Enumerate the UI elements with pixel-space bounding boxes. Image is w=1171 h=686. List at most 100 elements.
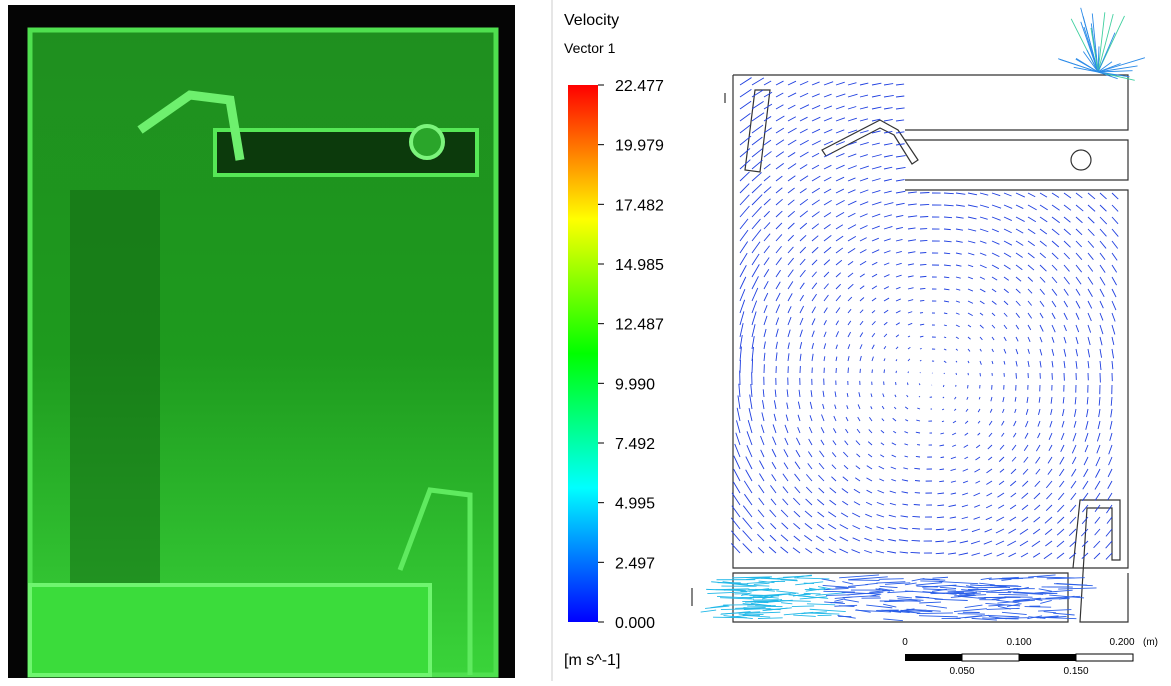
velocity-vector <box>1040 277 1045 282</box>
velocity-vector <box>877 515 884 517</box>
velocity-vector <box>812 117 820 121</box>
velocity-vector <box>772 462 776 469</box>
velocity-vector <box>1072 457 1076 464</box>
velocity-vector <box>830 500 836 505</box>
velocity-vector <box>854 489 860 493</box>
velocity-vector <box>1015 397 1016 402</box>
velocity-vector <box>772 474 776 481</box>
velocity-vector <box>836 284 841 289</box>
velocity-vector <box>1062 421 1064 427</box>
velocity-vector <box>1028 241 1035 246</box>
velocity-vector <box>1004 325 1007 329</box>
velocity-vector <box>787 403 788 409</box>
velocity-vector <box>848 309 851 313</box>
velocity-vector <box>775 390 776 397</box>
velocity-vector <box>795 474 800 481</box>
velocity-vector <box>1088 265 1093 272</box>
velocity-vector <box>776 116 784 121</box>
velocity-vector <box>864 538 872 541</box>
velocity-vector <box>896 156 906 157</box>
velocity-vector <box>965 433 968 435</box>
velocity-vector <box>964 457 968 459</box>
velocity-vector <box>902 492 908 493</box>
velocity-vector <box>1076 205 1083 211</box>
velocity-vector <box>986 469 992 473</box>
velocity-vector <box>872 95 881 97</box>
velocity-vector <box>810 402 812 409</box>
velocity-vector <box>806 474 812 481</box>
velocity-vector <box>795 582 823 585</box>
velocity-vector <box>898 599 924 601</box>
velocity-vector <box>824 272 829 277</box>
velocity-vector <box>740 101 751 109</box>
velocity-vector <box>980 313 983 315</box>
velocity-vector <box>764 199 771 205</box>
velocity-vector <box>848 83 856 85</box>
velocity-vector <box>1039 589 1052 592</box>
velocity-vector <box>747 606 782 607</box>
velocity-vector <box>1040 253 1046 258</box>
velocity-vector <box>990 409 992 413</box>
velocity-vector <box>812 165 819 169</box>
velocity-vector <box>884 155 893 157</box>
velocity-vector <box>1027 397 1028 403</box>
velocity-vector <box>740 265 746 277</box>
velocity-vector <box>836 94 845 97</box>
velocity-vector <box>1039 397 1040 403</box>
velocity-vector <box>1004 205 1012 208</box>
velocity-vector <box>788 117 796 121</box>
velocity-vector <box>1022 481 1028 486</box>
velocity-vector <box>848 356 849 361</box>
velocity-vector <box>908 252 915 253</box>
colorbar-label: 12.487 <box>615 317 664 334</box>
velocity-vector <box>908 264 914 265</box>
velocity-vector <box>1024 457 1028 462</box>
velocity-vector <box>812 188 820 193</box>
velocity-vector <box>860 178 868 181</box>
velocity-vector <box>848 178 855 181</box>
velocity-vector <box>872 357 873 361</box>
velocity-vector <box>1100 205 1106 211</box>
velocity-vector <box>920 264 926 265</box>
velocity-vector <box>998 505 1004 508</box>
velocity-vector <box>783 487 788 493</box>
velocity-vector <box>1010 505 1016 509</box>
velocity-vector <box>824 308 827 313</box>
velocity-vector <box>1020 529 1028 534</box>
velocity-vector <box>944 253 950 254</box>
velocity-vector <box>888 527 896 529</box>
velocity-vector <box>848 273 853 277</box>
scale-label: 0.150 <box>1063 666 1088 677</box>
velocity-vector <box>908 216 917 217</box>
velocity-vector <box>1038 433 1040 438</box>
velocity-vector <box>1100 325 1103 334</box>
velocity-vector <box>974 493 980 496</box>
velocity-vector <box>1048 469 1052 475</box>
velocity-vector <box>740 219 748 229</box>
velocity-vector <box>992 289 996 292</box>
velocity-vector <box>1100 301 1103 308</box>
velocity-vector <box>912 540 920 541</box>
velocity-vector <box>1108 469 1112 477</box>
velocity-vector <box>884 239 891 241</box>
velocity-vector <box>1035 481 1040 487</box>
velocity-vector <box>896 180 905 181</box>
velocity-vector <box>1022 493 1028 499</box>
velocity-vector <box>833 428 836 433</box>
velocity-vector <box>1028 193 1035 197</box>
velocity-vector <box>1015 409 1016 413</box>
velocity-vector <box>800 259 805 265</box>
velocity-vector <box>1088 205 1095 211</box>
velocity-vector <box>978 421 980 423</box>
velocity-vector <box>736 433 740 445</box>
velocity-vector <box>836 260 842 265</box>
velocity-vector <box>960 541 968 543</box>
legend-subtitle: Vector 1 <box>564 40 616 56</box>
velocity-vector <box>831 477 836 481</box>
velocity-vector <box>824 82 833 85</box>
velocity-vector <box>785 425 788 433</box>
velocity-vector <box>773 424 776 433</box>
velocity-vector <box>848 201 856 205</box>
velocity-vector <box>996 541 1004 545</box>
velocity-vector <box>783 474 788 481</box>
